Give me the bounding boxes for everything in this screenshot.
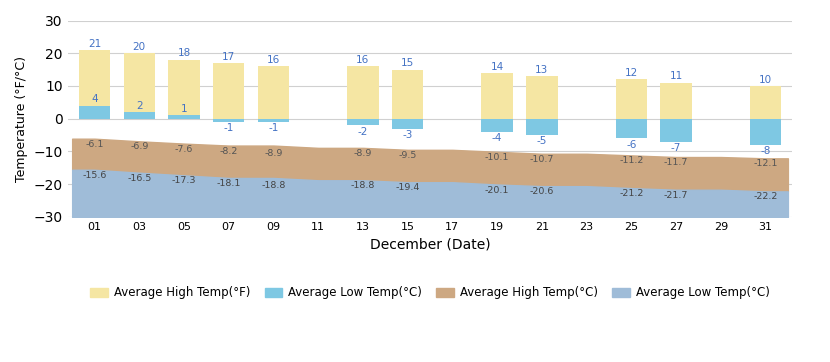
Text: 20: 20 <box>133 42 146 52</box>
Text: 18: 18 <box>178 49 191 59</box>
Text: -20.6: -20.6 <box>530 187 554 196</box>
Text: 14: 14 <box>491 62 504 72</box>
Text: -1: -1 <box>268 123 279 133</box>
Bar <box>481 119 513 132</box>
Text: -15.6: -15.6 <box>82 171 107 180</box>
Bar <box>392 119 423 129</box>
Bar <box>392 70 423 119</box>
Text: -11.2: -11.2 <box>619 156 643 165</box>
Bar <box>124 112 155 119</box>
Text: -6: -6 <box>626 140 637 150</box>
Text: -19.4: -19.4 <box>395 183 420 192</box>
Bar <box>616 119 647 138</box>
Text: -9.5: -9.5 <box>398 151 417 160</box>
Bar <box>661 83 691 119</box>
Text: -20.1: -20.1 <box>485 185 510 194</box>
Bar <box>616 79 647 119</box>
Bar <box>481 73 513 119</box>
Text: -18.1: -18.1 <box>217 179 241 188</box>
Bar <box>124 53 155 119</box>
Text: -6.1: -6.1 <box>85 140 104 149</box>
Text: -8: -8 <box>760 146 771 156</box>
Text: -22.2: -22.2 <box>754 192 778 201</box>
Text: 17: 17 <box>222 52 236 62</box>
Bar <box>213 119 244 122</box>
Text: 13: 13 <box>535 65 549 75</box>
Text: 21: 21 <box>88 39 101 49</box>
Bar <box>526 119 558 135</box>
Text: 16: 16 <box>356 55 369 65</box>
Text: -18.8: -18.8 <box>351 181 375 190</box>
Text: -17.3: -17.3 <box>172 176 196 185</box>
Text: 10: 10 <box>759 75 772 85</box>
Bar <box>258 66 289 119</box>
Text: -18.8: -18.8 <box>261 181 286 190</box>
Text: 15: 15 <box>401 58 414 68</box>
Text: -21.7: -21.7 <box>664 191 688 200</box>
Text: -10.7: -10.7 <box>530 155 554 164</box>
X-axis label: December (Date): December (Date) <box>369 237 491 251</box>
Text: -5: -5 <box>537 136 547 146</box>
Text: 16: 16 <box>266 55 280 65</box>
Bar <box>213 63 244 119</box>
Text: -6.9: -6.9 <box>130 142 149 151</box>
Text: -11.7: -11.7 <box>664 158 688 167</box>
Text: -7.6: -7.6 <box>175 144 193 153</box>
Bar <box>526 76 558 119</box>
Text: -12.1: -12.1 <box>754 159 778 168</box>
Bar <box>347 66 378 119</box>
Bar <box>749 86 781 119</box>
Text: -7: -7 <box>671 143 681 153</box>
Y-axis label: Temperature (°F/°C): Temperature (°F/°C) <box>15 56 28 182</box>
Text: -10.1: -10.1 <box>485 153 510 162</box>
Bar <box>168 115 200 119</box>
Text: -8.2: -8.2 <box>219 147 238 156</box>
Bar <box>79 106 110 119</box>
Bar <box>258 119 289 122</box>
Bar <box>79 50 110 119</box>
Text: 12: 12 <box>625 68 638 78</box>
Text: -21.2: -21.2 <box>619 189 643 198</box>
Bar <box>347 119 378 125</box>
Text: 4: 4 <box>91 94 98 104</box>
Text: 11: 11 <box>670 71 683 81</box>
Text: -16.5: -16.5 <box>127 174 151 183</box>
Bar <box>749 119 781 145</box>
Legend: Average High Temp(°F), Average Low Temp(°C), Average High Temp(°C), Average Low : Average High Temp(°F), Average Low Temp(… <box>85 282 774 304</box>
Bar <box>168 60 200 119</box>
Text: -2: -2 <box>358 127 368 136</box>
Text: -8.9: -8.9 <box>264 149 283 158</box>
Text: 1: 1 <box>181 104 188 114</box>
Text: -3: -3 <box>403 130 413 140</box>
Text: -8.9: -8.9 <box>354 149 372 158</box>
Text: -1: -1 <box>223 123 234 133</box>
Text: -4: -4 <box>492 133 502 143</box>
Bar <box>661 119 691 142</box>
Text: 2: 2 <box>136 101 143 111</box>
